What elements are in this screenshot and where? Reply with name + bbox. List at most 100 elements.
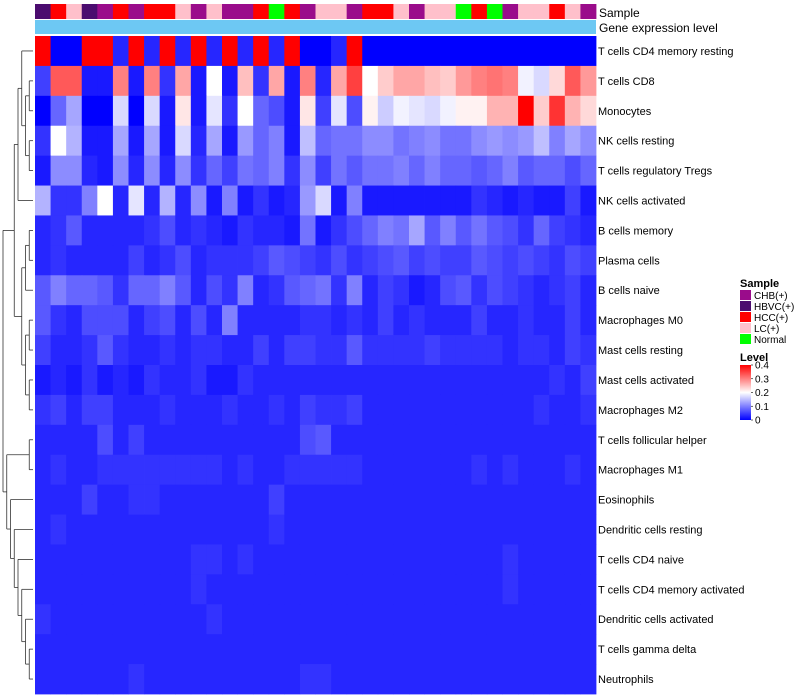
- heatmap-cell: [471, 95, 488, 127]
- row-label: Neutrophils: [598, 674, 654, 686]
- heatmap-cell: [81, 544, 98, 575]
- heatmap-cell: [424, 65, 441, 97]
- heatmap-cell: [299, 275, 316, 306]
- sample-annotation-cell: [471, 4, 488, 19]
- heatmap-cell: [299, 365, 316, 396]
- heatmap-cell: [206, 95, 223, 127]
- heatmap-cell: [237, 155, 254, 186]
- heatmap-cell: [455, 185, 472, 216]
- heatmap-cell: [35, 484, 51, 515]
- heatmap-cell: [455, 65, 472, 97]
- heatmap-cell: [144, 574, 161, 605]
- sample-annotation-cell: [393, 4, 410, 19]
- heatmap-cell: [564, 65, 581, 97]
- heatmap-cell: [549, 394, 566, 426]
- heatmap-cell: [50, 36, 67, 67]
- heatmap-cell: [486, 365, 503, 396]
- heatmap-cell: [81, 484, 98, 515]
- heatmap-cell: [299, 36, 316, 67]
- heatmap-cell: [471, 215, 488, 246]
- heatmap-cell: [471, 245, 488, 276]
- heatmap-cell: [81, 424, 98, 456]
- heatmap-cell: [190, 424, 207, 456]
- heatmap-cell: [144, 65, 161, 97]
- heatmap-cell: [518, 305, 535, 336]
- heatmap-cell: [112, 604, 129, 635]
- sample-annotation-cell: [409, 4, 425, 19]
- heatmap-cell: [518, 664, 535, 695]
- heatmap-cell: [175, 604, 192, 635]
- heatmap-cell: [299, 574, 316, 605]
- heatmap-cell: [237, 65, 254, 97]
- heatmap-cell: [175, 514, 192, 545]
- heatmap-cell: [315, 215, 332, 246]
- heatmap-cell: [315, 155, 332, 186]
- heatmap-cell: [486, 544, 503, 575]
- heatmap-cell: [222, 484, 238, 515]
- heatmap-cell: [502, 305, 519, 336]
- heatmap-cell: [564, 185, 581, 216]
- heatmap-cell: [393, 604, 410, 635]
- heatmap-cell: [315, 664, 332, 695]
- heatmap-cell: [533, 215, 550, 246]
- heatmap-cell: [486, 65, 503, 97]
- heatmap-cell: [331, 604, 348, 635]
- heatmap-cell: [159, 664, 176, 695]
- sample-annotation-cell: [518, 4, 535, 19]
- heatmap-cell: [393, 65, 410, 97]
- heatmap-cell: [97, 245, 114, 276]
- heatmap-cell: [81, 604, 98, 635]
- heatmap-cell: [35, 634, 51, 665]
- legend-label: HBVC(+): [754, 302, 794, 313]
- heatmap-cell: [299, 394, 316, 426]
- heatmap-cell: [518, 65, 535, 97]
- heatmap-cell: [471, 484, 488, 515]
- heatmap-cell: [50, 125, 67, 157]
- heatmap-cell: [253, 394, 270, 426]
- heatmap-cell: [315, 335, 332, 366]
- heatmap-cell: [315, 394, 332, 426]
- heatmap-cell: [362, 484, 379, 515]
- heatmap-cell: [206, 275, 223, 306]
- heatmap-cell: [393, 305, 410, 336]
- heatmap-cell: [284, 95, 301, 127]
- legend-tick-label: 0: [755, 416, 761, 427]
- row-label: Monocytes: [598, 106, 652, 118]
- heatmap-cell: [331, 514, 348, 545]
- heatmap-cell: [253, 65, 270, 97]
- heatmap-cell: [331, 544, 348, 575]
- sample-annotation-cell: [533, 4, 550, 19]
- heatmap-cell: [144, 275, 161, 306]
- heatmap-cell: [377, 544, 394, 575]
- heatmap-cell: [502, 36, 519, 67]
- heatmap-cell: [144, 514, 161, 545]
- heatmap-cell: [81, 305, 98, 336]
- heatmap-cell: [159, 185, 176, 216]
- heatmap-cell: [206, 604, 223, 635]
- row-label: T cells CD4 memory resting: [598, 46, 734, 58]
- heatmap-cell: [206, 634, 223, 665]
- heatmap-cell: [486, 604, 503, 635]
- heatmap-cell: [440, 335, 457, 366]
- heatmap-cell: [331, 65, 348, 97]
- heatmap-cell: [377, 125, 394, 157]
- heatmap-cell: [424, 604, 441, 635]
- heatmap-cell: [409, 514, 425, 545]
- heatmap-cell: [35, 574, 51, 605]
- heatmap-cell: [222, 215, 238, 246]
- heatmap-cell: [128, 65, 145, 97]
- heatmap-cell: [331, 394, 348, 426]
- row-label: T cells CD4 memory activated: [598, 584, 745, 596]
- heatmap-cell: [346, 365, 363, 396]
- heatmap-cell: [268, 335, 285, 366]
- sample-annotation-cell: [455, 4, 472, 19]
- heatmap-cell: [128, 484, 145, 515]
- heatmap-cell: [518, 484, 535, 515]
- heatmap-cell: [455, 514, 472, 545]
- heatmap-cell: [564, 484, 581, 515]
- heatmap-cell: [315, 65, 332, 97]
- heatmap-cell: [284, 484, 301, 515]
- heatmap-cell: [128, 365, 145, 396]
- heatmap-cell: [299, 245, 316, 276]
- heatmap-cell: [299, 125, 316, 157]
